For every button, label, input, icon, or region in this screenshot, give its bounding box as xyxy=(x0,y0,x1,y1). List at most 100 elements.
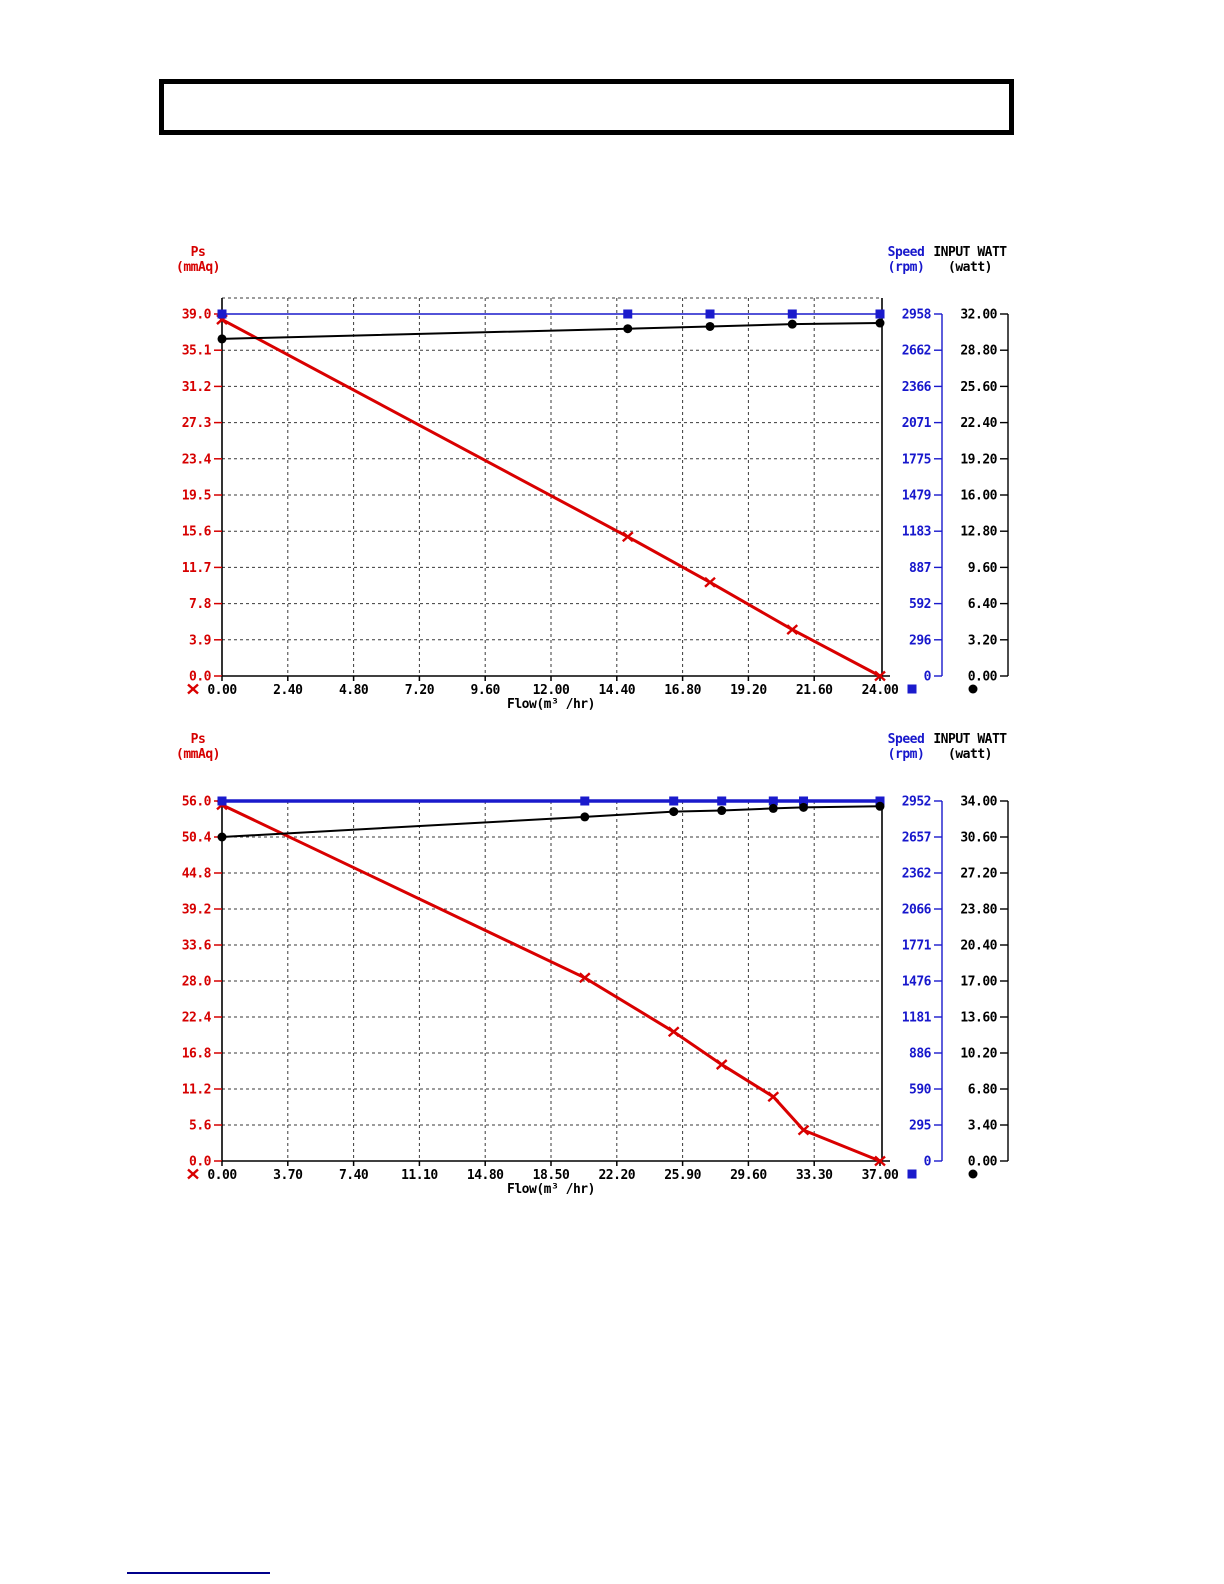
x-tick-label: 3.70 xyxy=(273,1168,303,1183)
speed-marker-square xyxy=(875,796,885,806)
ps-title-line2: (mmAq) xyxy=(176,260,220,275)
ps-tick-label: 39.0 xyxy=(182,308,212,323)
star-stroke xyxy=(187,683,199,695)
speed-marker-square xyxy=(705,309,715,319)
watt-tick-label: 0.00 xyxy=(968,1155,998,1170)
watt-marker-circle xyxy=(799,802,809,812)
star-stroke xyxy=(767,1091,780,1103)
chart1-speed-axis-title: Speed (rpm) xyxy=(878,245,934,275)
speed-marker-square xyxy=(623,309,633,319)
watt-tick-label: 16.00 xyxy=(960,489,997,504)
ps-tick-label: 0.0 xyxy=(189,670,212,685)
x-tick-label: 0.00 xyxy=(207,683,237,698)
ps-tick-label: 15.6 xyxy=(182,525,212,540)
chart1-x-axis-label: Flow(m³ /hr) xyxy=(507,697,595,712)
chart1-ps-axis-title: Ps (mmAq) xyxy=(164,245,232,275)
ps-marker-star xyxy=(578,972,591,984)
speed-marker-square xyxy=(875,309,885,319)
speed-title-line2: (rpm) xyxy=(887,747,925,762)
ps-marker-star xyxy=(621,531,634,543)
watt-marker-circle xyxy=(705,321,715,331)
star-stroke xyxy=(667,1026,680,1038)
speed-tick-label: 2066 xyxy=(902,903,932,918)
watt-tick-label: 34.00 xyxy=(960,795,997,810)
ps-tick-label: 35.1 xyxy=(182,344,212,359)
x-tick-label: 24.00 xyxy=(862,683,899,698)
legend xyxy=(187,683,978,695)
star-stroke xyxy=(715,1059,728,1070)
speed-marker-square xyxy=(907,1169,917,1179)
watt-tick-label: 12.80 xyxy=(960,525,997,540)
watt-marker-circle xyxy=(217,334,227,344)
speed-tick-label: 2362 xyxy=(902,867,931,882)
speed-tick-label: 1771 xyxy=(902,939,932,954)
ps-marker-star xyxy=(704,576,716,588)
ps-marker-star xyxy=(797,1124,810,1136)
ps-tick-label: 16.8 xyxy=(182,1047,212,1062)
x-tick-label: 19.20 xyxy=(730,683,767,698)
speed-tick-label: 1476 xyxy=(902,975,932,990)
speed-tick-label: 2952 xyxy=(902,795,931,810)
speed-tick-label: 2657 xyxy=(902,831,931,846)
ps-marker-star xyxy=(767,1091,780,1103)
ps-tick-label: 11.7 xyxy=(182,561,211,576)
watt-title-line2: (watt) xyxy=(948,260,992,275)
watt-tick-label: 19.20 xyxy=(960,452,997,467)
speed-tick-label: 2366 xyxy=(902,380,932,395)
speed-marker-square xyxy=(787,309,797,319)
x-tick-label: 12.00 xyxy=(533,683,570,698)
x-tick-label: 4.80 xyxy=(339,683,369,698)
watt-marker-circle xyxy=(968,1169,978,1179)
watt-marker-circle xyxy=(875,318,885,328)
ps-marker-star xyxy=(187,1168,199,1180)
watt-title-line1: INPUT WATT xyxy=(933,732,1007,747)
star-stroke xyxy=(797,1124,810,1136)
x-tick-label: 9.60 xyxy=(471,683,501,698)
watt-tick-label: 6.80 xyxy=(968,1083,998,1098)
speed-tick-label: 296 xyxy=(909,633,932,648)
watt-marker-circle xyxy=(669,807,679,817)
footer-rule xyxy=(127,1572,270,1574)
ps-tick-label: 11.2 xyxy=(182,1083,211,1098)
watt-tick-label: 32.00 xyxy=(960,308,997,323)
watt-tick-label: 23.80 xyxy=(960,903,997,918)
speed-tick-label: 590 xyxy=(909,1083,932,1098)
x-tick-label: 33.30 xyxy=(796,1168,833,1183)
plot-border xyxy=(221,801,890,1162)
watt-tick-label: 30.60 xyxy=(960,831,997,846)
series-watt xyxy=(217,801,885,842)
x-tick-label: 7.40 xyxy=(339,1168,369,1183)
chart1-watt-axis-title: INPUT WATT (watt) xyxy=(928,245,1012,275)
ps-marker-star xyxy=(874,1155,886,1167)
grid xyxy=(222,801,882,1161)
ps-marker-star xyxy=(187,683,199,695)
x-tick-label: 21.60 xyxy=(796,683,833,698)
ps-title-line2: (mmAq) xyxy=(176,747,220,762)
watt-title-line1: INPUT WATT xyxy=(933,245,1007,260)
x-tick-label: 18.50 xyxy=(533,1168,570,1183)
speed-title-line2: (rpm) xyxy=(887,260,925,275)
chart2-speed-axis-title: Speed (rpm) xyxy=(878,732,934,762)
watt-tick-label: 17.00 xyxy=(960,975,997,990)
watt-tick-label: 3.20 xyxy=(968,633,998,648)
series-speed xyxy=(217,796,885,806)
x-tick-label: 14.80 xyxy=(467,1168,504,1183)
ps-tick-label: 28.0 xyxy=(182,975,212,990)
watt-tick-label: 6.40 xyxy=(968,597,998,612)
grid xyxy=(222,297,882,676)
ps-title-line1: Ps xyxy=(190,245,206,260)
speed-marker-square xyxy=(768,796,778,806)
speed-tick-label: 592 xyxy=(909,597,931,612)
chart2-ps-axis-title: Ps (mmAq) xyxy=(164,732,232,762)
speed-tick-label: 295 xyxy=(909,1119,931,1134)
watt-marker-circle xyxy=(787,319,797,329)
x-tick-label: 22.20 xyxy=(598,1168,635,1183)
speed-marker-square xyxy=(799,796,809,806)
speed-tick-label: 2071 xyxy=(902,416,932,431)
watt-tick-label: 22.40 xyxy=(960,416,997,431)
axes: 39.0 35.1 31.2 27.3 23.4 19.5 15.6 11.7 7.8 3.9 0.… xyxy=(182,308,1009,698)
ps-tick-label: 33.6 xyxy=(182,939,212,954)
chart2-watt-axis-title: INPUT WATT (watt) xyxy=(928,732,1012,762)
speed-title-line1: Speed xyxy=(887,245,925,260)
star-stroke xyxy=(578,972,591,984)
